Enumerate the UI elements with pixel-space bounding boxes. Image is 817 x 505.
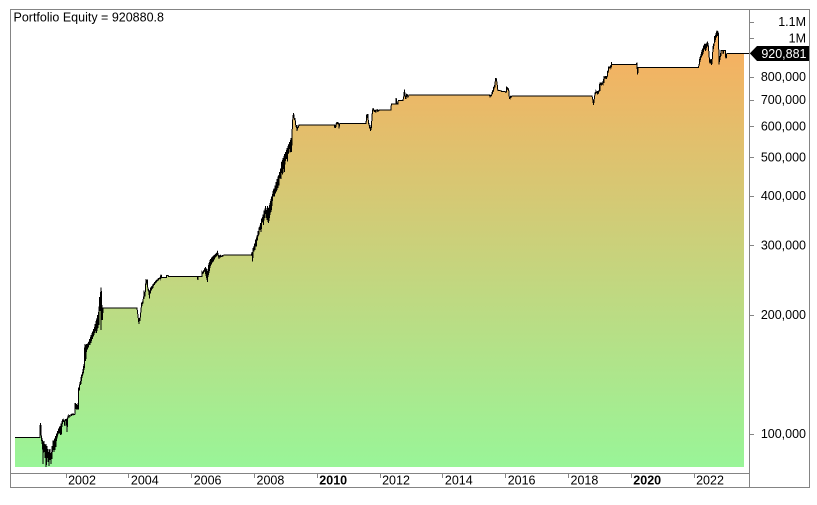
svg-text:2010: 2010 (319, 474, 347, 488)
svg-text:2002: 2002 (68, 474, 96, 488)
svg-text:300,000: 300,000 (761, 238, 806, 252)
svg-text:200,000: 200,000 (761, 308, 806, 322)
svg-text:920,881: 920,881 (761, 47, 806, 61)
svg-text:2006: 2006 (194, 474, 222, 488)
svg-text:2022: 2022 (696, 474, 724, 488)
svg-text:2012: 2012 (382, 474, 410, 488)
svg-text:500,000: 500,000 (761, 151, 806, 165)
svg-text:600,000: 600,000 (761, 119, 806, 133)
svg-text:1.1M: 1.1M (778, 15, 806, 29)
svg-text:1M: 1M (789, 32, 806, 46)
svg-text:700,000: 700,000 (761, 93, 806, 107)
svg-text:2018: 2018 (571, 474, 599, 488)
svg-text:2016: 2016 (508, 474, 536, 488)
svg-text:2004: 2004 (131, 474, 159, 488)
svg-text:2014: 2014 (445, 474, 473, 488)
svg-text:400,000: 400,000 (761, 189, 806, 203)
svg-text:2020: 2020 (633, 474, 661, 488)
svg-text:800,000: 800,000 (761, 70, 806, 84)
svg-text:2008: 2008 (257, 474, 285, 488)
svg-text:100,000: 100,000 (761, 427, 806, 441)
svg-text:Portfolio Equity = 920880.8: Portfolio Equity = 920880.8 (14, 11, 164, 25)
